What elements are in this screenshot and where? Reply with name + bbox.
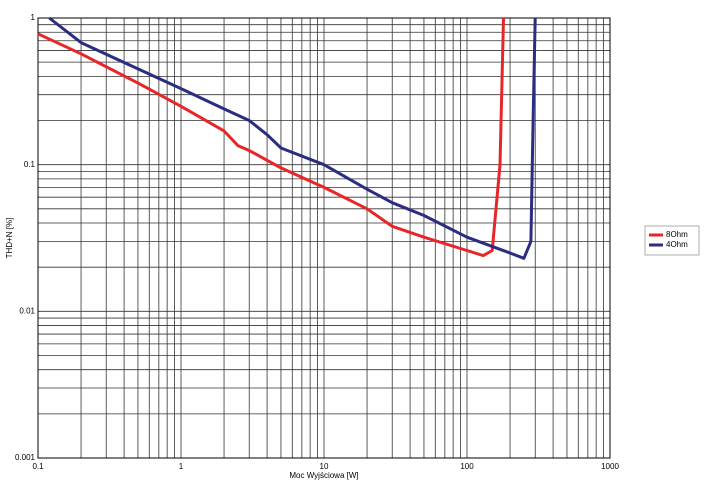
x-tick-label: 1000	[601, 462, 619, 471]
series-line	[37, 17, 505, 258]
x-tick-label: 1	[179, 462, 184, 471]
x-axis-label: Moc Wyjściowa [W]	[289, 471, 358, 480]
y-tick-label: 0.001	[15, 453, 36, 462]
plot-frame	[37, 17, 611, 459]
legend-label: 4Ohm	[666, 240, 688, 249]
y-tick-label: 0.1	[24, 160, 36, 169]
legend-label: 8Ohm	[666, 230, 688, 239]
series-line	[48, 16, 537, 260]
x-tick-label: 100	[460, 462, 474, 471]
y-tick-label: 1	[31, 13, 36, 22]
legend-box	[644, 225, 700, 256]
x-tick-label: 0.1	[32, 462, 44, 471]
y-axis-label: THD+N [%]	[5, 218, 14, 259]
x-tick-label: 10	[320, 462, 329, 471]
y-tick-label: 0.01	[19, 306, 35, 315]
